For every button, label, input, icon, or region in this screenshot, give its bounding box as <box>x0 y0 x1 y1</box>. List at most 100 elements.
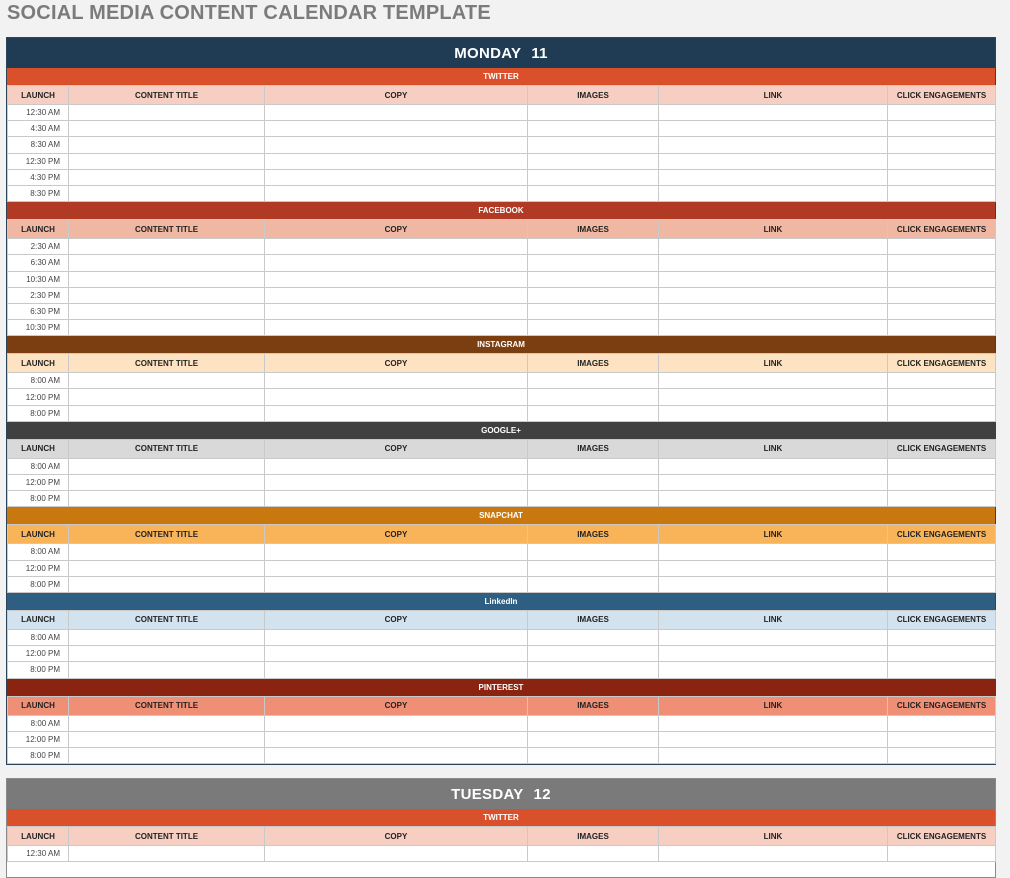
copy-cell[interactable] <box>264 286 528 304</box>
copy-cell[interactable] <box>264 575 528 593</box>
images-cell[interactable] <box>527 168 659 186</box>
click-engagements-cell[interactable] <box>887 730 996 748</box>
content-title-cell[interactable] <box>68 136 265 154</box>
link-cell[interactable] <box>658 746 888 765</box>
link-cell[interactable] <box>658 372 888 390</box>
content-title-cell[interactable] <box>68 302 265 321</box>
launch-time[interactable]: 6:30 PM <box>7 302 69 321</box>
content-title-cell[interactable] <box>68 319 265 337</box>
launch-time[interactable]: 8:00 AM <box>7 372 69 390</box>
copy-cell[interactable] <box>264 473 528 492</box>
content-title-cell[interactable] <box>68 628 265 647</box>
images-cell[interactable] <box>527 746 659 765</box>
copy-cell[interactable] <box>264 270 528 288</box>
launch-time[interactable]: 12:30 AM <box>7 844 69 863</box>
content-title-cell[interactable] <box>68 270 265 288</box>
images-cell[interactable] <box>527 270 659 288</box>
link-cell[interactable] <box>658 286 888 304</box>
link-cell[interactable] <box>658 270 888 288</box>
click-engagements-cell[interactable] <box>887 136 996 154</box>
copy-cell[interactable] <box>264 388 528 406</box>
launch-time[interactable]: 12:30 PM <box>7 152 69 170</box>
launch-time[interactable]: 8:30 PM <box>7 184 69 203</box>
link-cell[interactable] <box>658 319 888 337</box>
link-cell[interactable] <box>658 120 888 138</box>
copy-cell[interactable] <box>264 730 528 748</box>
launch-time[interactable]: 12:00 PM <box>7 559 69 577</box>
link-cell[interactable] <box>658 136 888 154</box>
content-title-cell[interactable] <box>68 184 265 203</box>
images-cell[interactable] <box>527 388 659 406</box>
link-cell[interactable] <box>658 661 888 679</box>
copy-cell[interactable] <box>264 168 528 186</box>
copy-cell[interactable] <box>264 543 528 561</box>
copy-cell[interactable] <box>264 404 528 422</box>
click-engagements-cell[interactable] <box>887 457 996 476</box>
copy-cell[interactable] <box>264 152 528 170</box>
content-title-cell[interactable] <box>68 457 265 476</box>
link-cell[interactable] <box>658 628 888 647</box>
copy-cell[interactable] <box>264 238 528 256</box>
click-engagements-cell[interactable] <box>887 319 996 337</box>
launch-time[interactable]: 12:00 PM <box>7 473 69 492</box>
content-title-cell[interactable] <box>68 286 265 304</box>
copy-cell[interactable] <box>264 645 528 663</box>
launch-time[interactable]: 8:00 PM <box>7 661 69 679</box>
link-cell[interactable] <box>658 238 888 256</box>
link-cell[interactable] <box>658 388 888 406</box>
click-engagements-cell[interactable] <box>887 559 996 577</box>
click-engagements-cell[interactable] <box>887 302 996 321</box>
images-cell[interactable] <box>527 254 659 272</box>
launch-time[interactable]: 12:30 AM <box>7 103 69 122</box>
launch-time[interactable]: 12:00 PM <box>7 730 69 748</box>
launch-time[interactable]: 8:00 AM <box>7 543 69 561</box>
click-engagements-cell[interactable] <box>887 184 996 203</box>
images-cell[interactable] <box>527 575 659 593</box>
click-engagements-cell[interactable] <box>887 238 996 256</box>
content-title-cell[interactable] <box>68 103 265 122</box>
link-cell[interactable] <box>658 184 888 203</box>
images-cell[interactable] <box>527 628 659 647</box>
launch-time[interactable]: 8:30 AM <box>7 136 69 154</box>
copy-cell[interactable] <box>264 559 528 577</box>
click-engagements-cell[interactable] <box>887 103 996 122</box>
launch-time[interactable]: 8:00 PM <box>7 490 69 508</box>
launch-time[interactable]: 12:00 PM <box>7 388 69 406</box>
copy-cell[interactable] <box>264 457 528 476</box>
launch-time[interactable]: 2:30 PM <box>7 286 69 304</box>
launch-time[interactable]: 10:30 PM <box>7 319 69 337</box>
link-cell[interactable] <box>658 473 888 492</box>
images-cell[interactable] <box>527 152 659 170</box>
content-title-cell[interactable] <box>68 473 265 492</box>
launch-time[interactable]: 10:30 AM <box>7 270 69 288</box>
launch-time[interactable]: 2:30 AM <box>7 238 69 256</box>
content-title-cell[interactable] <box>68 746 265 765</box>
images-cell[interactable] <box>527 103 659 122</box>
images-cell[interactable] <box>527 302 659 321</box>
copy-cell[interactable] <box>264 661 528 679</box>
link-cell[interactable] <box>658 575 888 593</box>
link-cell[interactable] <box>658 490 888 508</box>
copy-cell[interactable] <box>264 254 528 272</box>
images-cell[interactable] <box>527 730 659 748</box>
click-engagements-cell[interactable] <box>887 168 996 186</box>
content-title-cell[interactable] <box>68 730 265 748</box>
images-cell[interactable] <box>527 136 659 154</box>
click-engagements-cell[interactable] <box>887 388 996 406</box>
images-cell[interactable] <box>527 844 659 863</box>
images-cell[interactable] <box>527 661 659 679</box>
copy-cell[interactable] <box>264 302 528 321</box>
content-title-cell[interactable] <box>68 152 265 170</box>
link-cell[interactable] <box>658 302 888 321</box>
images-cell[interactable] <box>527 184 659 203</box>
click-engagements-cell[interactable] <box>887 490 996 508</box>
click-engagements-cell[interactable] <box>887 575 996 593</box>
click-engagements-cell[interactable] <box>887 844 996 863</box>
copy-cell[interactable] <box>264 372 528 390</box>
content-title-cell[interactable] <box>68 543 265 561</box>
launch-time[interactable]: 8:00 PM <box>7 404 69 422</box>
link-cell[interactable] <box>658 645 888 663</box>
copy-cell[interactable] <box>264 746 528 765</box>
launch-time[interactable]: 8:00 AM <box>7 714 69 732</box>
launch-time[interactable]: 12:00 PM <box>7 645 69 663</box>
